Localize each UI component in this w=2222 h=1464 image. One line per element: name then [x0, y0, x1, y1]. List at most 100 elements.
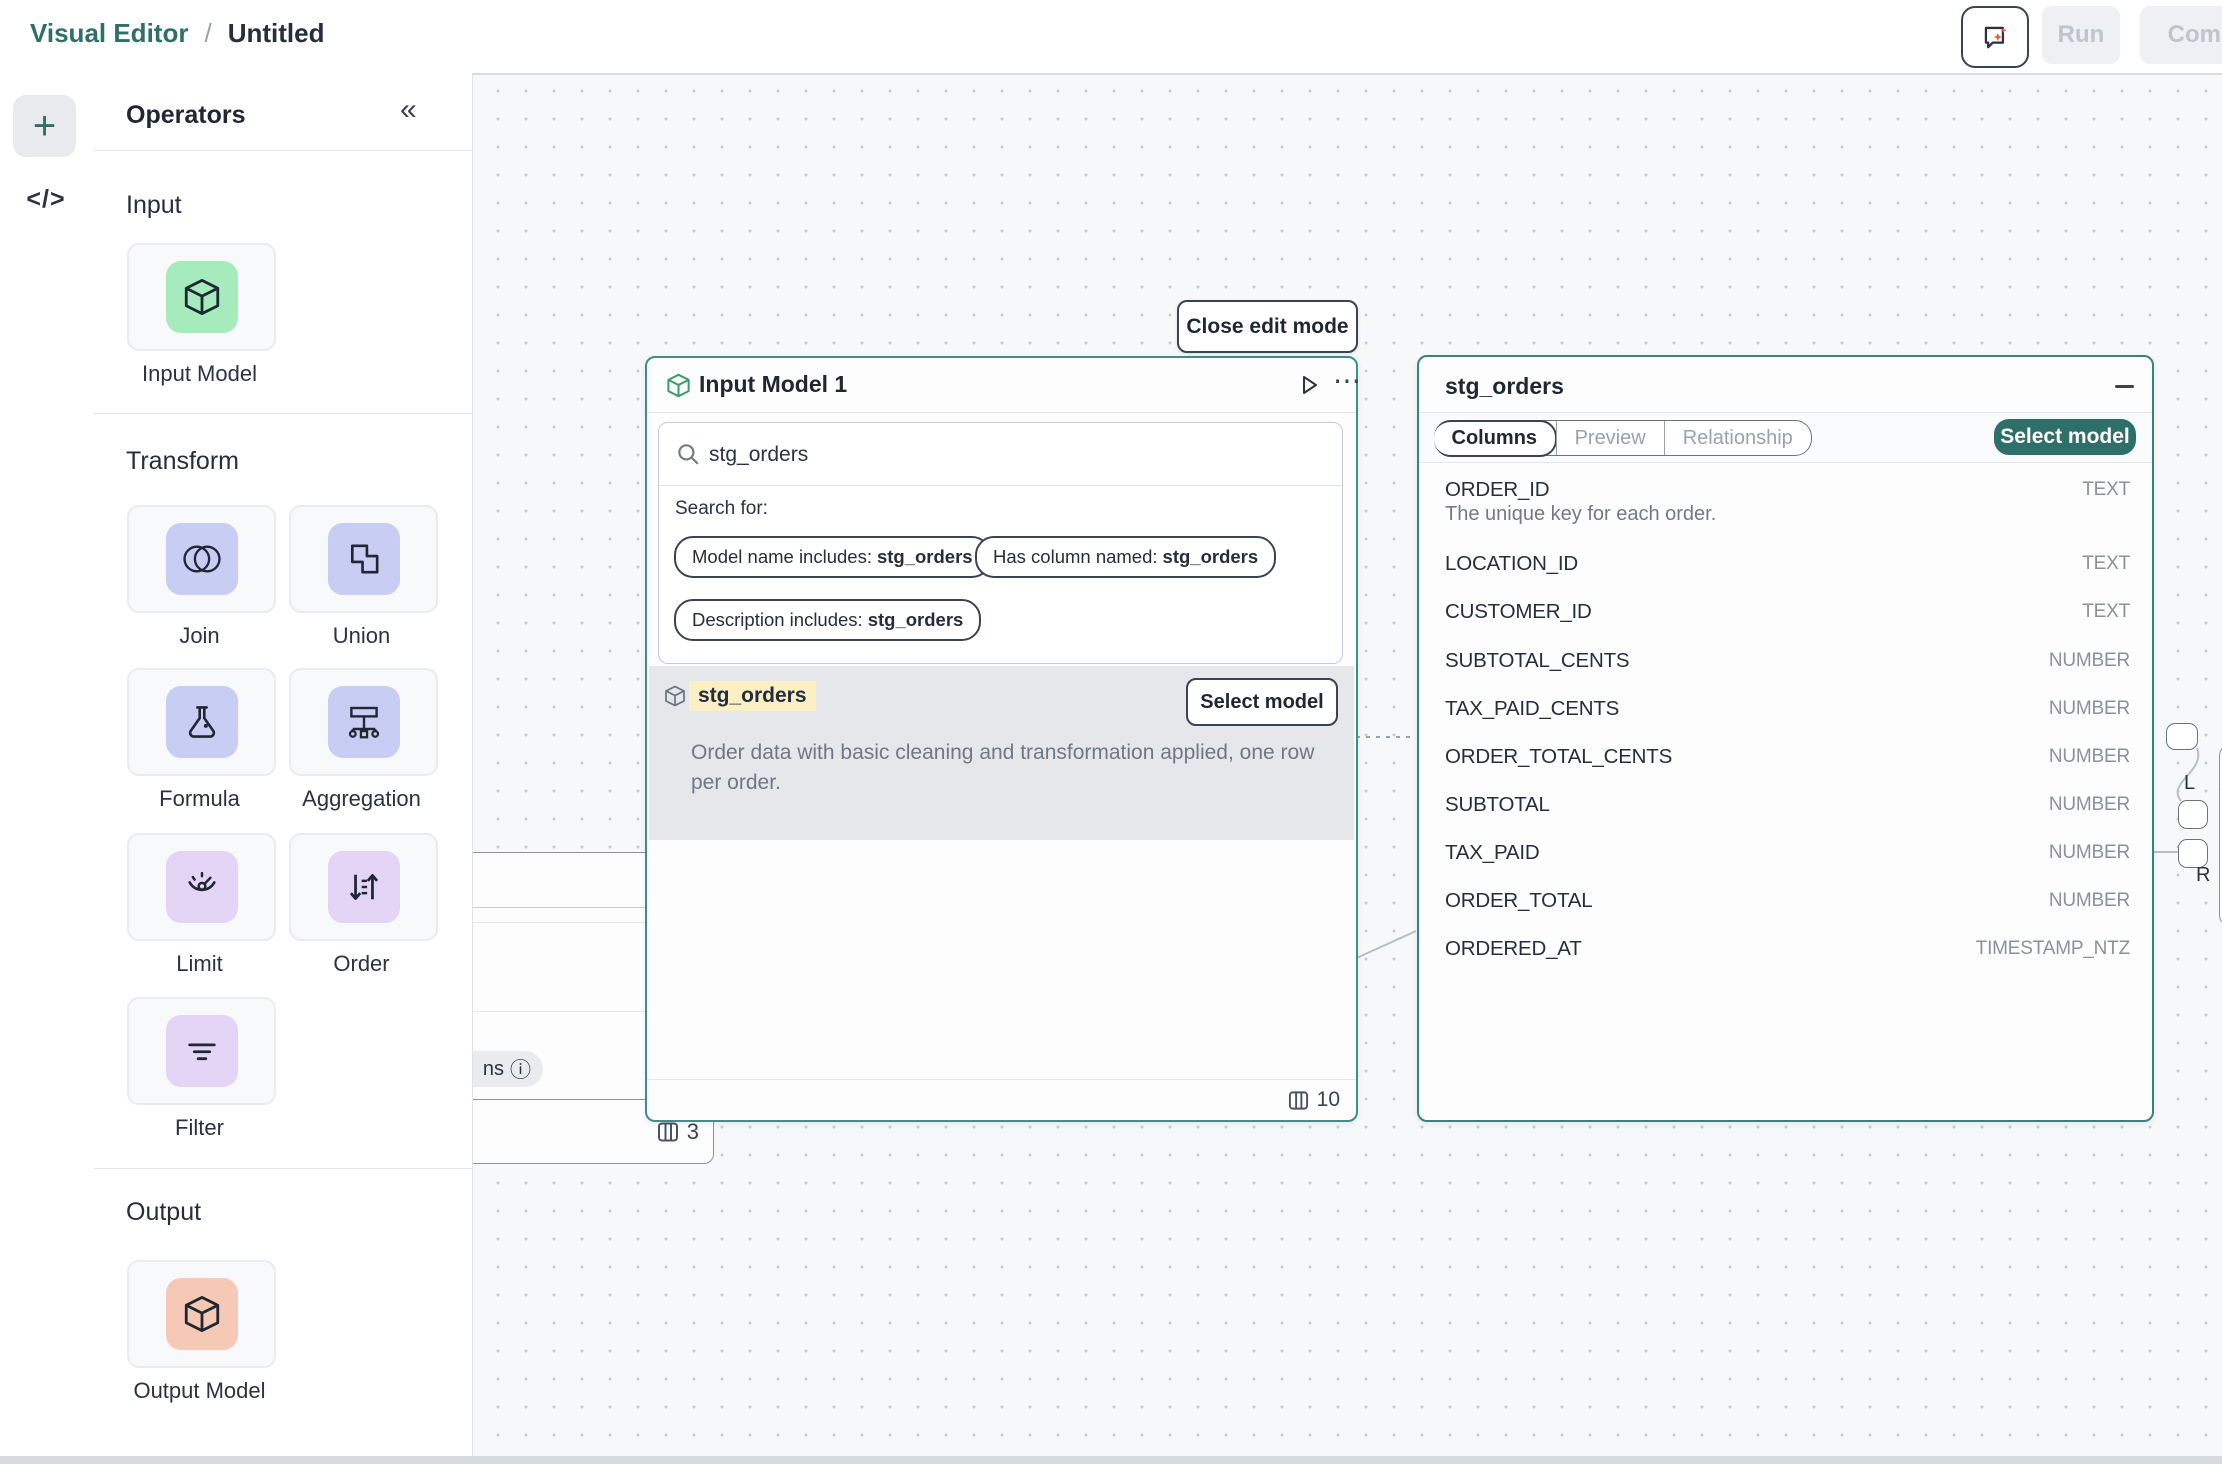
section-heading-output: Output [126, 1198, 202, 1226]
divider [94, 150, 472, 151]
tab-preview-label: Preview [1574, 426, 1646, 449]
column-name: LOCATION_ID [1445, 552, 1578, 575]
join-right-label: R [2196, 864, 2211, 886]
input-node-title: Input Model 1 [699, 371, 848, 397]
close-edit-mode-label: Close edit mode [1186, 314, 1349, 338]
collapse-panel-icon[interactable]: « [400, 93, 417, 126]
select-model-button[interactable]: Select model [1186, 678, 1338, 726]
column-type: TEXT [2082, 553, 2130, 574]
operator-label: Union [332, 623, 391, 648]
operator-label: Order [333, 951, 390, 976]
column-row[interactable]: TAX_PAID NUMBER [1445, 840, 2130, 866]
input-model-icon [165, 261, 238, 333]
commit-label: Comm [2167, 21, 2222, 48]
column-type: NUMBER [2048, 698, 2130, 719]
operator-output-model[interactable]: Output Model [127, 1260, 276, 1404]
columns-icon [657, 1122, 678, 1141]
union-icon [327, 523, 400, 595]
operator-join[interactable]: Join [127, 505, 276, 649]
section-heading-transform: Transform [126, 447, 239, 475]
run-label: Run [2057, 21, 2105, 48]
close-edit-mode-button[interactable]: Close edit mode [1177, 300, 1358, 353]
column-type: NUMBER [2048, 890, 2130, 911]
more-options-icon[interactable]: ⋯ [1333, 365, 1363, 396]
operator-filter[interactable]: Filter [127, 997, 276, 1141]
ai-assistant-button[interactable] [1961, 6, 2029, 68]
operator-label: Aggregation [302, 786, 421, 811]
stg-orders-node[interactable]: stg_orders Columns Preview Relationship … [1417, 355, 2154, 1122]
operator-formula[interactable]: Formula [127, 668, 276, 812]
column-row[interactable]: ORDER_TOTAL_CENTS NUMBER [1445, 744, 2130, 770]
join-port-top[interactable] [2166, 723, 2198, 750]
column-row[interactable]: ORDER_TOTAL NUMBER [1445, 888, 2130, 914]
column-type: NUMBER [2048, 794, 2130, 815]
column-row[interactable]: LOCATION_ID TEXT [1445, 551, 2130, 577]
search-for-label: Search for: [675, 498, 768, 519]
search-chip-model-name[interactable]: Model name includes: stg_orders [674, 536, 991, 578]
operator-limit[interactable]: Limit [127, 833, 276, 977]
cube-icon [665, 372, 692, 399]
run-button[interactable]: Run [2042, 6, 2120, 64]
column-row[interactable]: TAX_PAID_CENTS NUMBER [1445, 696, 2130, 722]
icon-rail: + </> [0, 73, 95, 1456]
code-icon: </> [26, 185, 66, 213]
column-name: ORDER_TOTAL_CENTS [1445, 745, 1673, 768]
column-name: TAX_PAID_CENTS [1445, 697, 1620, 720]
code-view-button[interactable]: </> [14, 185, 78, 215]
divider [94, 1168, 472, 1169]
collapse-minus-icon[interactable] [2115, 385, 2134, 388]
tab-segmented-control: Columns Preview Relationship [1433, 419, 1812, 457]
chip-prefix: Model name includes: [692, 546, 872, 567]
occluded-column-count: 3 [686, 1118, 699, 1144]
column-row[interactable]: CUSTOMER_ID TEXT [1445, 599, 2130, 625]
column-row[interactable]: SUBTOTAL_CENTS NUMBER [1445, 648, 2130, 674]
column-type: TEXT [2082, 601, 2130, 622]
column-type: NUMBER [2048, 650, 2130, 671]
column-name: TAX_PAID [1445, 841, 1540, 864]
operator-input-model[interactable]: Input Model [127, 243, 276, 387]
occluded-node-footer: 3 [401, 1099, 713, 1163]
model-search-input[interactable] [707, 437, 1311, 473]
divider [401, 907, 713, 908]
filter-icon [165, 1015, 238, 1087]
tab-preview[interactable]: Preview [1555, 421, 1664, 455]
operator-union[interactable]: Union [289, 505, 438, 649]
column-name: CUSTOMER_ID [1445, 600, 1592, 623]
input-model-node[interactable]: Input Model 1 ⋯ Search for: Model name i… [645, 356, 1361, 1122]
search-chip-description[interactable]: Description includes: stg_orders [674, 599, 982, 641]
tab-relationship[interactable]: Relationship [1663, 421, 1811, 455]
tab-columns[interactable]: Columns [1433, 419, 1558, 457]
input-node-header[interactable]: Input Model 1 ⋯ [647, 358, 1361, 412]
search-row[interactable] [659, 423, 1342, 486]
column-row[interactable]: SUBTOTAL NUMBER [1445, 792, 2130, 818]
column-row[interactable]: ORDERED_AT TIMESTAMP_NTZ [1445, 936, 2130, 962]
select-model-button-primary[interactable]: Select model [1994, 419, 2136, 455]
join-port-left[interactable] [2178, 800, 2208, 829]
operator-label: Filter [175, 1115, 224, 1140]
breadcrumb-page-title: Untitled [227, 18, 325, 48]
column-type: TIMESTAMP_NTZ [1975, 938, 2131, 959]
column-name: ORDER_TOTAL [1445, 889, 1593, 912]
columns-icon [1288, 1090, 1308, 1110]
operator-label: Limit [176, 951, 223, 976]
operator-label: Join [179, 623, 220, 648]
play-icon[interactable] [1297, 373, 1321, 397]
search-chip-has-column[interactable]: Has column named: stg_orders [975, 536, 1277, 578]
operator-order[interactable]: Order [289, 833, 438, 977]
search-result-item[interactable]: stg_orders Select model Order data with … [649, 666, 1354, 840]
breadcrumb-app-link[interactable]: Visual Editor [30, 18, 189, 48]
input-node-column-count: 10 [1316, 1088, 1340, 1111]
bottom-strip [0, 1456, 2222, 1464]
stg-orders-title: stg_orders [1445, 373, 1564, 399]
column-row[interactable]: ORDER_ID TEXT [1445, 477, 2130, 503]
operator-label: Output Model [133, 1378, 266, 1403]
chip-term: stg_orders [867, 609, 964, 630]
commit-button[interactable]: Comm [2140, 6, 2222, 64]
info-icon[interactable]: ⓘ [510, 1059, 531, 1082]
add-operator-button[interactable]: + [13, 95, 76, 157]
column-name: SUBTOTAL_CENTS [1445, 649, 1630, 672]
join-icon [165, 523, 238, 595]
join-port-right[interactable] [2178, 839, 2208, 868]
divider [401, 1011, 713, 1012]
operator-aggregation[interactable]: Aggregation [289, 668, 438, 812]
